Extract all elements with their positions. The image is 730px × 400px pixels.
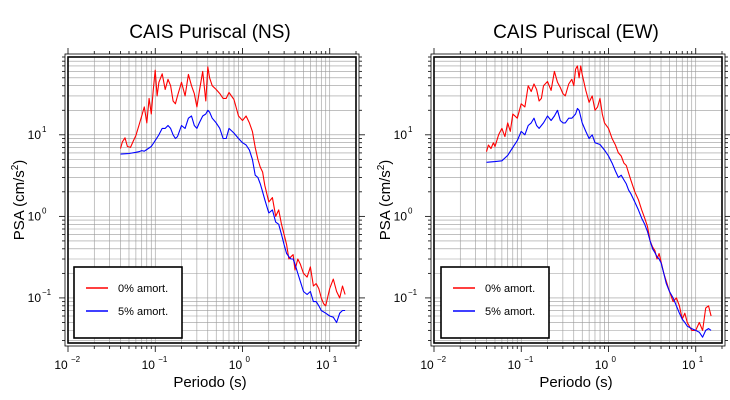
- chart1-ticks: [59, 48, 365, 352]
- chart1-xtick-label: 10: [316, 358, 330, 372]
- chart1-frame: [67, 56, 357, 344]
- chart2-xtick-label: 10: [682, 358, 696, 372]
- chart2-ytick-label: 10: [394, 291, 408, 305]
- chart1-legend-box: [73, 266, 183, 339]
- chart2-xtick-exp: −2: [437, 355, 447, 364]
- chart2-series-blue-line: [486, 107, 712, 338]
- chart2-xtick-exp: 0: [611, 355, 616, 364]
- chart1-xtick-label: 10: [229, 358, 243, 372]
- chart2-legend-label: 0% amort.: [485, 283, 535, 295]
- chart2-legend-box: [440, 266, 550, 339]
- chart1-xtick-exp: 1: [333, 355, 338, 364]
- chart2-outer-frame: [430, 53, 726, 347]
- chart2-ytick-exp: −1: [408, 288, 418, 297]
- chart2-frame: [433, 56, 723, 344]
- chart1-xtick-exp: 0: [245, 355, 250, 364]
- chart1-outer-frame: [64, 53, 360, 347]
- chart1-ylabel: PSA (cm/s2): [10, 160, 28, 241]
- chart1-xtick-exp: −2: [71, 355, 81, 364]
- chart1-series-blue-line: [120, 109, 346, 324]
- chart1-legend-label: 5% amort.: [118, 306, 168, 318]
- chart2-ytick-label: 10: [394, 209, 408, 223]
- chart2-title: CAIS Puriscal (EW): [493, 22, 659, 43]
- chart1-xtick-label: 10: [54, 358, 68, 372]
- chart1-legend: 0% amort. 5% amort.: [73, 266, 183, 339]
- chart1-title: CAIS Puriscal (NS): [129, 22, 291, 43]
- chart2-ytick-exp: 1: [408, 125, 413, 134]
- chart2-legend: 0% amort. 5% amort.: [440, 266, 550, 339]
- chart1-ytick-exp: 0: [42, 206, 47, 215]
- chart2-xtick-exp: 1: [699, 355, 704, 364]
- chart1-legend-label: 0% amort.: [118, 283, 168, 295]
- chart1-xtick-exp: −1: [158, 355, 168, 364]
- chart2-ticks: [425, 48, 730, 352]
- chart1-ytick-exp: 1: [42, 125, 47, 134]
- chart2-xtick-label: 10: [508, 358, 522, 372]
- chart1-ytick-exp: −1: [42, 288, 52, 297]
- chart2-ytick-exp: 0: [408, 206, 413, 215]
- chart1-xtick-label: 10: [142, 358, 156, 372]
- chart2-xtick-label: 10: [595, 358, 609, 372]
- chart2-ylabel: PSA (cm/s2): [376, 160, 394, 241]
- chart2-legend-label: 5% amort.: [485, 306, 535, 318]
- chart1-series-red-line: [119, 66, 346, 307]
- chart1-ytick-label: 10: [28, 128, 42, 142]
- chart2-ytick-label: 10: [394, 128, 408, 142]
- chart1-ytick-label: 10: [28, 209, 42, 223]
- chart2-xtick-label: 10: [420, 358, 434, 372]
- chart1-xlabel: Periodo (s): [173, 374, 246, 391]
- chart1-grid: [68, 57, 356, 343]
- chart2-xtick-exp: −1: [524, 355, 534, 364]
- chart1-ytick-label: 10: [28, 291, 42, 305]
- chart2-xlabel: Periodo (s): [539, 374, 612, 391]
